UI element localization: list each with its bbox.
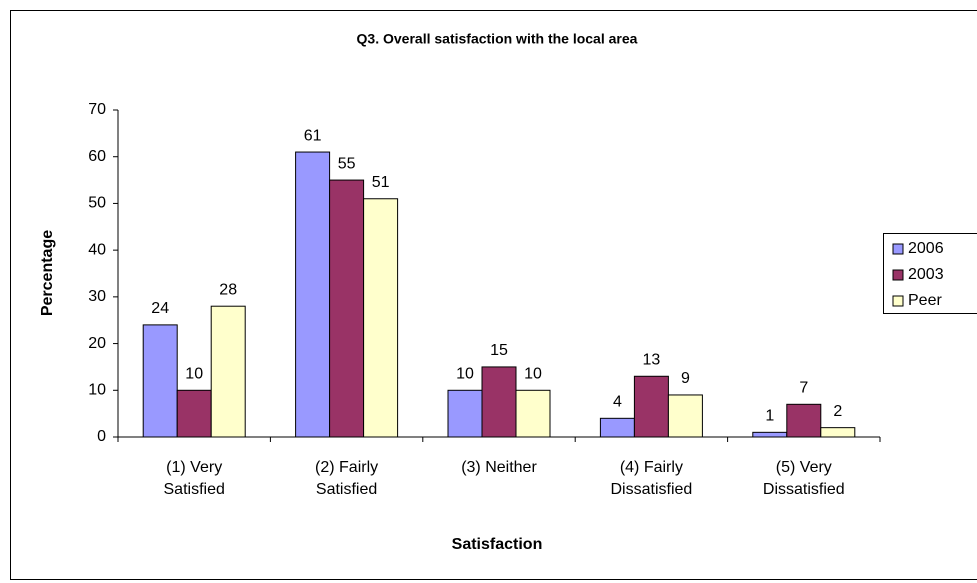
y-tick-label: 70 — [88, 101, 106, 118]
bar — [142, 324, 178, 438]
y-tick-label: 40 — [88, 241, 106, 258]
bar — [176, 389, 212, 438]
y-tick-label: 60 — [88, 148, 106, 165]
data-label: 2 — [833, 403, 842, 420]
bar — [752, 431, 788, 438]
x-tick-label: (5) Very Dissatisfied — [762, 459, 845, 498]
legend-label: Peer — [908, 292, 942, 309]
y-axis-label: Percentage — [39, 230, 56, 316]
data-label: 15 — [490, 342, 508, 359]
chart-title: Q3. Overall satisfaction with the local … — [357, 31, 638, 47]
data-label: 10 — [185, 366, 203, 383]
data-label: 51 — [372, 174, 390, 191]
bar — [363, 198, 399, 438]
bar — [447, 389, 483, 438]
bar — [481, 366, 517, 438]
data-label: 1 — [765, 408, 774, 425]
data-label: 10 — [524, 366, 542, 383]
legend-label: 2003 — [908, 266, 944, 283]
y-tick-label: 10 — [88, 382, 106, 399]
x-axis-label: Satisfaction — [452, 536, 543, 553]
y-tick-label: 30 — [88, 288, 106, 305]
y-tick-label: 50 — [88, 195, 106, 212]
bar — [667, 394, 703, 438]
x-tick-label: (1) Very Satisfied — [163, 459, 225, 498]
x-tick-label: (4) Fairly Dissatisfied — [610, 459, 693, 498]
data-label: 13 — [643, 351, 661, 368]
legend-label: 2006 — [908, 240, 944, 257]
chart-border — [10, 10, 977, 580]
bar — [599, 417, 635, 438]
data-label: 61 — [304, 127, 322, 144]
data-label: 9 — [681, 370, 690, 387]
bar — [633, 375, 669, 438]
x-tick-label: (3) Neither — [461, 459, 537, 476]
legend-swatch — [892, 295, 904, 307]
data-label: 24 — [151, 300, 169, 317]
bar — [295, 151, 331, 438]
bar — [329, 179, 365, 438]
x-tick-label: (2) Fairly Satisfied — [315, 459, 379, 498]
data-label: 4 — [613, 394, 622, 411]
legend-swatch — [892, 269, 904, 281]
bar — [820, 427, 856, 438]
bar — [786, 403, 822, 438]
bar — [515, 389, 551, 438]
data-label: 55 — [338, 155, 356, 172]
y-tick-label: 20 — [88, 335, 106, 352]
data-label: 7 — [799, 380, 808, 397]
bar — [210, 305, 246, 438]
y-tick-label: 0 — [97, 428, 106, 445]
data-label: 28 — [219, 281, 237, 298]
legend-swatch — [892, 243, 904, 255]
data-label: 10 — [456, 366, 474, 383]
